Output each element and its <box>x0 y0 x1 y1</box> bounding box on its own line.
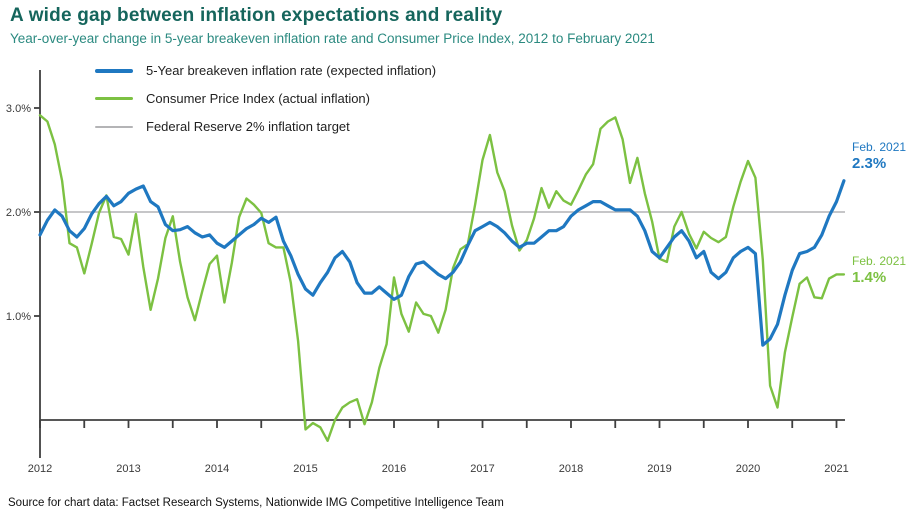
legend-label-target: Federal Reserve 2% inflation target <box>146 119 350 134</box>
x-tick-label: 2018 <box>559 463 583 475</box>
legend-item-breakeven: 5-Year breakeven inflation rate (expecte… <box>95 62 436 79</box>
x-tick-label: 2017 <box>470 463 494 475</box>
line-chart: 3.0% 2.0% 1.0% 2012 2013 2014 2015 2016 2017 2018… <box>6 70 849 475</box>
legend-swatch-green-line <box>95 97 133 100</box>
y-tick-label: 1.0% <box>6 311 31 323</box>
cpi-line <box>38 114 846 442</box>
x-tick-label: 2014 <box>205 463 229 475</box>
x-tick-label: 2013 <box>116 463 140 475</box>
annotation-cpi-value: 1.4% <box>852 269 887 286</box>
legend-label-breakeven: 5-Year breakeven inflation rate (expecte… <box>146 63 437 78</box>
x-tick-label: 2021 <box>824 463 848 475</box>
annotation-cpi-date: Feb. 2021 <box>852 254 907 268</box>
legend-swatch-blue-line <box>95 68 133 73</box>
x-tick-label: 2019 <box>647 463 671 475</box>
annotation-cpi-latest: Feb. 2021 1.4% <box>852 254 910 286</box>
source-note: Source for chart data: Factset Research … <box>8 497 504 509</box>
x-tick-label: 2020 <box>736 463 760 475</box>
annotation-breakeven-value: 2.3% <box>852 155 887 172</box>
page-subtitle: Year-over-year change in 5-year breakeve… <box>10 31 655 46</box>
x-tick-label: 2015 <box>293 463 317 475</box>
y-tick-label: 3.0% <box>6 103 31 115</box>
annotation-breakeven-latest: Feb. 2021 2.3% <box>852 140 910 172</box>
legend-label-cpi: Consumer Price Index (actual inflation) <box>146 91 370 106</box>
legend-swatch-gray-line <box>95 125 133 128</box>
y-tick-label: 2.0% <box>6 207 31 219</box>
legend-item-target: Federal Reserve 2% inflation target <box>95 118 436 135</box>
page-title: A wide gap between inflation expectation… <box>10 5 503 26</box>
x-tick-label: 2012 <box>28 463 52 475</box>
annotation-breakeven-date: Feb. 2021 <box>852 140 907 154</box>
legend-item-cpi: Consumer Price Index (actual inflation) <box>95 90 436 107</box>
chart-area: 3.0% 2.0% 1.0% 2012 2013 2014 2015 2016 2017 2018… <box>0 56 911 486</box>
x-tick-label: 2016 <box>382 463 406 475</box>
breakeven-line <box>38 179 846 347</box>
legend: 5-Year breakeven inflation rate (expecte… <box>95 62 436 146</box>
